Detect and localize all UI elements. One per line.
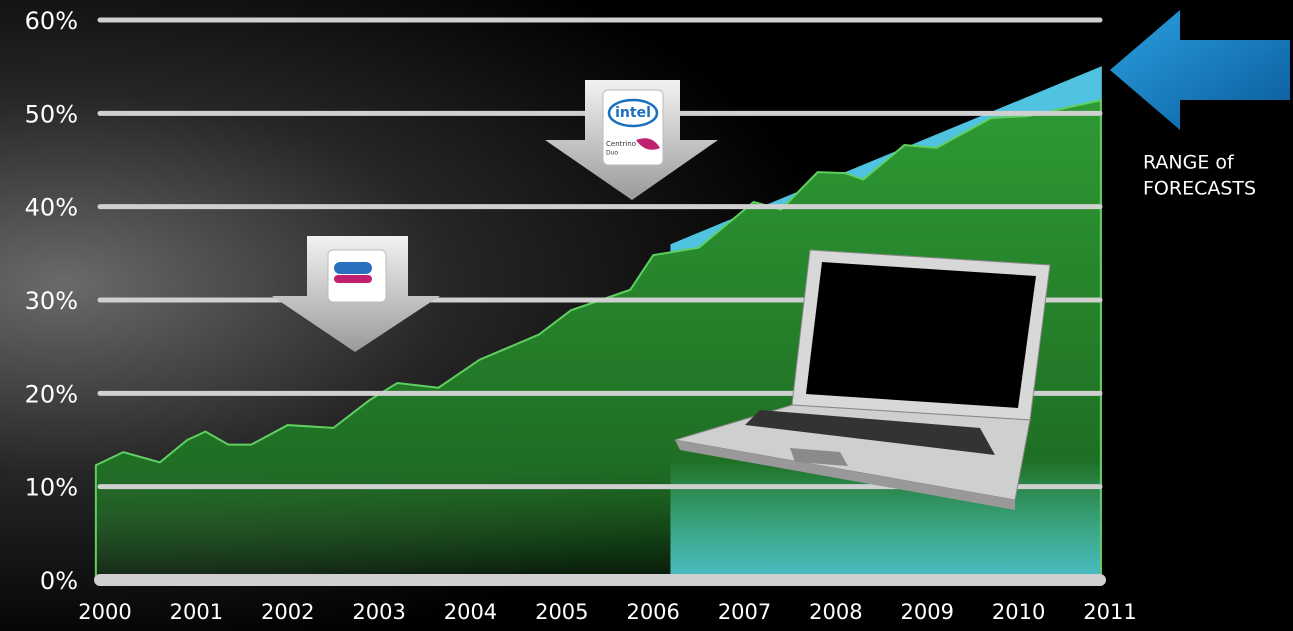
arrow-2003 [272, 236, 440, 352]
y-tick-label: 30% [25, 287, 78, 315]
x-tick-label: 2000 [78, 600, 131, 624]
logo-text: Duo [606, 150, 618, 157]
x-tick-label: 2008 [809, 600, 862, 624]
x-tick-label: 2010 [992, 600, 1045, 624]
x-tick-label: 2006 [626, 600, 679, 624]
y-tick-label: 10% [25, 474, 78, 502]
x-tick-label: 2007 [718, 600, 771, 624]
x-tick-label: 2003 [352, 600, 405, 624]
laptop [674, 249, 1051, 510]
x-tick-label: 2005 [535, 600, 588, 624]
y-tick-label: 20% [25, 380, 78, 408]
y-tick-label: 40% [25, 194, 78, 222]
x-tick-label: 2009 [901, 600, 954, 624]
forecast-arrow [1110, 10, 1290, 130]
arrow-2006: intel Centrino Duo [545, 80, 718, 200]
x-tick-label: 2004 [444, 600, 497, 624]
logo-text: intel [615, 105, 651, 121]
y-tick-label: 60% [25, 7, 78, 35]
logo-text: Centrino [606, 140, 636, 148]
x-tick-label: 2002 [261, 600, 314, 624]
annotation: FORECASTS [1143, 178, 1256, 200]
y-tick-label: 0% [40, 567, 78, 595]
x-tick-label: 2011 [1083, 600, 1136, 624]
y-tick-label: 50% [25, 100, 78, 128]
annotation: RANGE of [1143, 152, 1235, 174]
x-tick-label: 2001 [170, 600, 223, 624]
